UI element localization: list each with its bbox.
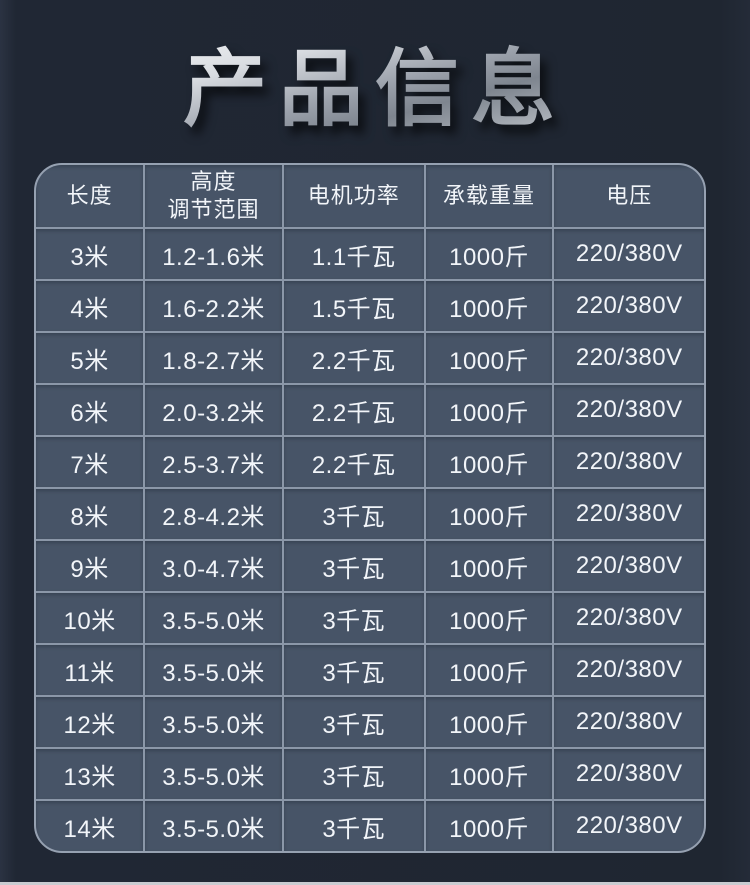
header-line: 长度 bbox=[66, 182, 113, 208]
table-cell: 220/380V bbox=[554, 541, 704, 591]
table-cell: 220/380V bbox=[554, 645, 704, 695]
table-cell: 3千瓦 bbox=[283, 645, 424, 695]
table-cell: 2.2千瓦 bbox=[283, 437, 424, 487]
table-cell: 3千瓦 bbox=[283, 541, 424, 591]
header-line: 承载重量 bbox=[443, 182, 536, 208]
table-cell: 11米 bbox=[36, 645, 144, 695]
table-cell: 10米 bbox=[36, 593, 144, 643]
table-cell: 3千瓦 bbox=[283, 749, 424, 799]
table-cell: 220/380V bbox=[554, 749, 704, 799]
table-cell: 220/380V bbox=[554, 697, 704, 747]
table-cell: 6米 bbox=[36, 385, 144, 435]
table-cell: 220/380V bbox=[554, 229, 704, 279]
table-cell: 3千瓦 bbox=[283, 593, 424, 643]
table-cell: 1000斤 bbox=[425, 801, 553, 851]
table-cell: 1.6-2.2米 bbox=[145, 281, 282, 331]
table-cell: 1000斤 bbox=[425, 229, 553, 279]
table-cell: 1000斤 bbox=[425, 749, 553, 799]
page-title: 产品信息 bbox=[0, 22, 750, 143]
table-cell: 220/380V bbox=[554, 437, 704, 487]
table-cell: 220/380V bbox=[554, 281, 704, 331]
header-cell: 高度 调节范围 bbox=[145, 165, 282, 227]
table-cell: 9米 bbox=[36, 541, 144, 591]
table-cell: 5米 bbox=[36, 333, 144, 383]
table-cell: 1000斤 bbox=[425, 333, 553, 383]
table-cell: 220/380V bbox=[554, 489, 704, 539]
table-cell: 220/380V bbox=[554, 385, 704, 435]
table-cell: 1.5千瓦 bbox=[283, 281, 424, 331]
header-cell: 承载重量 bbox=[425, 165, 553, 227]
table-cell: 1000斤 bbox=[425, 489, 553, 539]
header-cell: 电机功率 bbox=[283, 165, 424, 227]
table-cell: 8米 bbox=[36, 489, 144, 539]
table-cell: 4米 bbox=[36, 281, 144, 331]
table-cell: 220/380V bbox=[554, 333, 704, 383]
table-cell: 3千瓦 bbox=[283, 801, 424, 851]
table-cell: 3.5-5.0米 bbox=[145, 697, 282, 747]
table-cell: 220/380V bbox=[554, 593, 704, 643]
table-cell: 3.5-5.0米 bbox=[145, 645, 282, 695]
header-line: 电机功率 bbox=[307, 182, 400, 208]
table-cell: 3千瓦 bbox=[283, 697, 424, 747]
table-cell: 1000斤 bbox=[425, 697, 553, 747]
table-cell: 1.8-2.7米 bbox=[145, 333, 282, 383]
table-cell: 12米 bbox=[36, 697, 144, 747]
table-cell: 3.5-5.0米 bbox=[145, 593, 282, 643]
table-cell: 1.2-1.6米 bbox=[145, 229, 282, 279]
table-cell: 13米 bbox=[36, 749, 144, 799]
table-cell: 3米 bbox=[36, 229, 144, 279]
table-cell: 2.2千瓦 bbox=[283, 333, 424, 383]
table-cell: 2.5-3.7米 bbox=[145, 437, 282, 487]
table-cell: 1000斤 bbox=[425, 593, 553, 643]
header-line: 电压 bbox=[606, 182, 653, 208]
table-cell: 3.5-5.0米 bbox=[145, 749, 282, 799]
table-cell: 3.5-5.0米 bbox=[145, 801, 282, 851]
table-cell: 7米 bbox=[36, 437, 144, 487]
table-cell: 1000斤 bbox=[425, 281, 553, 331]
table-cell: 2.8-4.2米 bbox=[145, 489, 282, 539]
bottom-edge-strip bbox=[0, 882, 750, 885]
table-cell: 1000斤 bbox=[425, 645, 553, 695]
product-spec-table: 长度 高度 调节范围 电机功率 承载重量 电压 3米 1.2-1.6米 1.1千瓦 1000斤 22… bbox=[34, 163, 706, 853]
table-cell: 2.0-3.2米 bbox=[145, 385, 282, 435]
table-cell: 1000斤 bbox=[425, 385, 553, 435]
header-line: 高度 bbox=[190, 168, 237, 194]
table-cell: 3千瓦 bbox=[283, 489, 424, 539]
table-cell: 220/380V bbox=[554, 801, 704, 851]
header-cell: 电压 bbox=[554, 165, 704, 227]
table-cell: 1000斤 bbox=[425, 437, 553, 487]
table-cell: 3.0-4.7米 bbox=[145, 541, 282, 591]
table-cell: 2.2千瓦 bbox=[283, 385, 424, 435]
header-cell: 长度 bbox=[36, 165, 144, 227]
table-cell: 1000斤 bbox=[425, 541, 553, 591]
table-cell: 14米 bbox=[36, 801, 144, 851]
table-cell: 1.1千瓦 bbox=[283, 229, 424, 279]
header-line: 调节范围 bbox=[167, 197, 260, 222]
